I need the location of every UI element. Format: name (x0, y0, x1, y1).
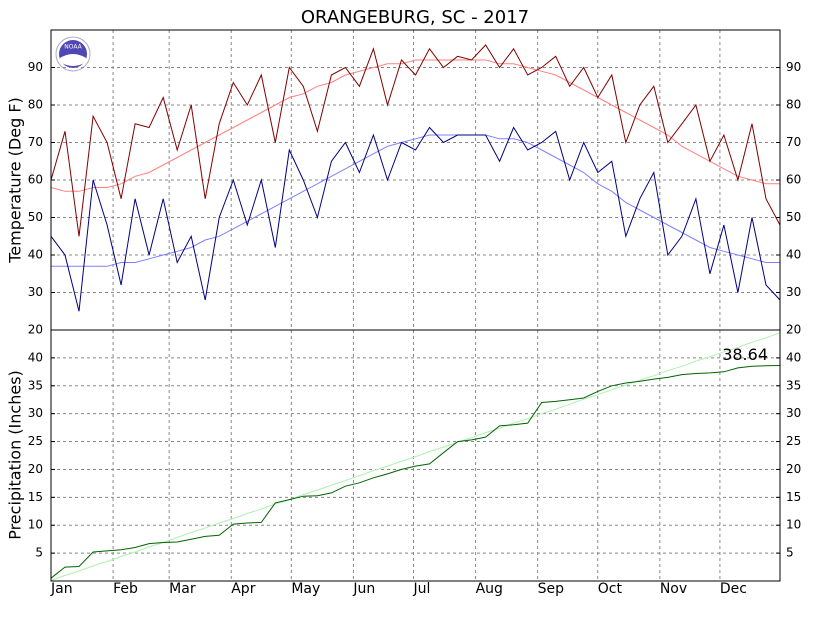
series-line (51, 134, 780, 267)
y-tick-label: 50 (786, 210, 801, 224)
plot-frame (50, 329, 781, 582)
y-axis-label: Temperature (Deg F) (6, 97, 25, 264)
y-axis-label: Precipitation (Inches) (6, 370, 25, 540)
y-tick-label: 5 (786, 546, 794, 560)
y-tick-label: 5 (35, 546, 43, 560)
series-line (50, 59, 780, 192)
annotation: 38.64 (722, 345, 768, 364)
y-tick-label: 15 (28, 490, 43, 504)
logo-text: NOAA (64, 44, 82, 51)
x-tick-label: Jun (352, 581, 375, 597)
x-tick-label: Jul (412, 581, 430, 597)
x-tick-label: Jan (50, 581, 73, 597)
y-tick-label: 30 (28, 406, 43, 420)
y-tick-label: 25 (28, 434, 43, 448)
logo-wave (60, 54, 86, 66)
series-line (50, 365, 781, 579)
y-tick-label: 35 (786, 378, 801, 392)
y-tick-label: 70 (786, 135, 801, 149)
y-tick-label: 50 (28, 210, 43, 224)
y-tick-label: 10 (786, 518, 801, 532)
y-tick-label: 30 (28, 285, 43, 299)
y-tick-label: 20 (28, 323, 43, 337)
x-tick-label: Feb (113, 581, 138, 597)
y-tick-label: 60 (28, 173, 43, 187)
y-tick-label: 40 (786, 350, 801, 364)
x-tick-label: Aug (476, 581, 503, 597)
x-tick-label: Nov (660, 581, 687, 597)
y-tick-label: 10 (28, 518, 43, 532)
y-tick-label: 20 (786, 462, 801, 476)
y-tick-label: 80 (28, 98, 43, 112)
y-tick-label: 60 (786, 173, 801, 187)
series-line (50, 44, 781, 237)
y-tick-label: 70 (28, 135, 43, 149)
y-tick-label: 15 (786, 490, 801, 504)
chart-title: ORANGEBURG, SC - 2017 (301, 7, 529, 28)
y-tick-label: 35 (28, 378, 43, 392)
y-tick-label: 90 (786, 60, 801, 74)
y-tick-label: 40 (28, 248, 43, 262)
y-tick-label: 20 (786, 323, 801, 337)
y-tick-label: 30 (786, 285, 801, 299)
y-tick-label: 30 (786, 406, 801, 420)
y-tick-label: 25 (786, 434, 801, 448)
logo: NOAA (55, 36, 91, 72)
y-tick-label: 40 (28, 350, 43, 364)
x-tick-label: Mar (169, 581, 196, 597)
x-tick-label: May (291, 581, 320, 597)
x-tick-label: Apr (231, 581, 255, 597)
y-tick-label: 90 (28, 60, 43, 74)
y-tick-label: 80 (786, 98, 801, 112)
y-tick-label: 20 (28, 462, 43, 476)
x-tick-label: Sep (538, 581, 565, 597)
series-line (50, 332, 781, 581)
y-tick-label: 40 (786, 248, 801, 262)
x-tick-label: Dec (720, 581, 747, 597)
series-line (50, 126, 781, 312)
x-tick-label: Oct (598, 581, 623, 597)
